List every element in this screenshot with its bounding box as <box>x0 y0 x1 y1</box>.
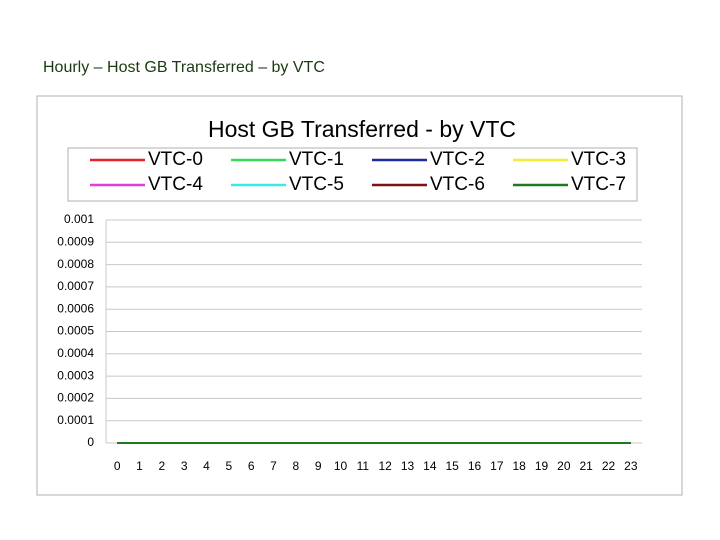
legend-label: VTC-4 <box>148 174 203 195</box>
x-tick-label: 22 <box>602 459 616 473</box>
legend-label: VTC-2 <box>430 149 485 170</box>
x-tick-label: 0 <box>114 459 121 473</box>
y-tick-label: 0.0004 <box>57 346 94 360</box>
y-tick-label: 0 <box>87 435 94 449</box>
y-tick-label: 0.0006 <box>57 301 94 315</box>
y-tick-label: 0.0009 <box>57 234 94 248</box>
x-tick-label: 10 <box>334 459 348 473</box>
legend-label: VTC-1 <box>289 149 344 170</box>
x-tick-label: 18 <box>512 459 526 473</box>
x-tick-label: 7 <box>270 459 277 473</box>
y-tick-label: 0.0007 <box>57 279 94 293</box>
x-tick-label: 12 <box>378 459 392 473</box>
x-tick-label: 14 <box>423 459 437 473</box>
chart-frame <box>36 95 683 496</box>
x-tick-label: 20 <box>557 459 571 473</box>
x-tick-label: 6 <box>248 459 255 473</box>
chart-title: Host GB Transferred - by VTC <box>208 116 516 142</box>
x-tick-label: 2 <box>158 459 165 473</box>
y-tick-label: 0.0001 <box>57 413 94 427</box>
legend-label: VTC-3 <box>571 149 626 170</box>
slide-title: Hourly – Host GB Transferred – by VTC <box>43 59 325 76</box>
x-tick-label: 8 <box>292 459 299 473</box>
legend-label: VTC-5 <box>289 174 344 195</box>
y-tick-label: 0.0008 <box>57 257 94 271</box>
x-tick-label: 4 <box>203 459 210 473</box>
x-tick-label: 17 <box>490 459 504 473</box>
x-tick-label: 5 <box>225 459 232 473</box>
legend-box <box>67 147 638 202</box>
legend-label: VTC-7 <box>571 174 626 195</box>
y-tick-label: 0.0005 <box>57 324 94 338</box>
x-tick-label: 23 <box>624 459 638 473</box>
x-tick-label: 21 <box>579 459 593 473</box>
y-tick-label: 0.001 <box>64 212 94 226</box>
x-tick-label: 9 <box>315 459 322 473</box>
x-tick-label: 3 <box>181 459 188 473</box>
y-tick-label: 0.0003 <box>57 368 94 382</box>
x-tick-label: 1 <box>136 459 143 473</box>
legend-label: VTC-0 <box>148 149 203 170</box>
x-tick-label: 19 <box>535 459 549 473</box>
legend-label: VTC-6 <box>430 174 485 195</box>
x-tick-label: 15 <box>445 459 459 473</box>
x-tick-label: 13 <box>401 459 415 473</box>
y-tick-label: 0.0002 <box>57 391 94 405</box>
x-tick-label: 11 <box>357 459 370 473</box>
x-tick-label: 16 <box>468 459 482 473</box>
